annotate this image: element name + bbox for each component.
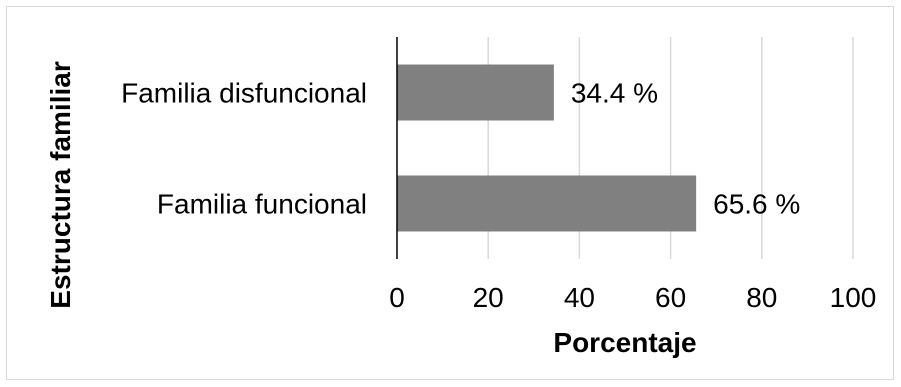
- category-labels: Familia disfuncional Familia funcional: [121, 78, 367, 220]
- value-labels: 34.4 % 65.6 %: [571, 78, 800, 220]
- x-tick-label-100: 100: [830, 282, 877, 313]
- x-tick-label-0: 0: [389, 282, 405, 313]
- x-axis-title: Porcentaje: [553, 327, 696, 358]
- x-tick-label-20: 20: [473, 282, 504, 313]
- x-tick-labels: 0 20 40 60 80 100: [389, 282, 876, 313]
- bars: [397, 64, 697, 232]
- value-label-familia-disfuncional: 34.4 %: [571, 78, 658, 109]
- category-label-familia-disfuncional: Familia disfuncional: [121, 78, 367, 109]
- x-tick-label-80: 80: [746, 282, 777, 313]
- x-tick-label-60: 60: [655, 282, 686, 313]
- category-label-familia-funcional: Familia funcional: [157, 189, 367, 220]
- bar-familia-funcional: [397, 175, 697, 232]
- y-axis-title: Estructura familiar: [45, 61, 76, 309]
- value-label-familia-funcional: 65.6 %: [713, 189, 800, 220]
- bar-familia-disfuncional: [397, 64, 554, 121]
- x-tick-label-40: 40: [564, 282, 595, 313]
